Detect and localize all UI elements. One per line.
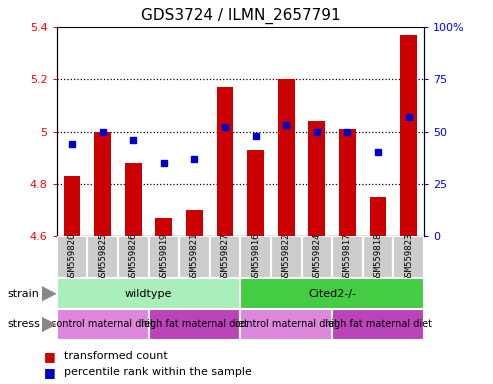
- Text: GSM559822: GSM559822: [282, 233, 291, 281]
- Bar: [57, 309, 148, 340]
- Text: GSM559823: GSM559823: [404, 233, 413, 281]
- Bar: [339, 129, 356, 236]
- Text: control maternal diet: control maternal diet: [51, 319, 154, 329]
- Text: GSM559820: GSM559820: [68, 233, 76, 281]
- Bar: [363, 236, 393, 278]
- Polygon shape: [42, 286, 57, 301]
- Text: control maternal diet: control maternal diet: [235, 319, 338, 329]
- Bar: [241, 236, 271, 278]
- Bar: [179, 236, 210, 278]
- Bar: [125, 163, 141, 236]
- Text: GSM559818: GSM559818: [374, 233, 383, 281]
- Bar: [57, 236, 87, 278]
- Text: GSM559821: GSM559821: [190, 233, 199, 281]
- Bar: [64, 176, 80, 236]
- Bar: [370, 197, 387, 236]
- Bar: [309, 121, 325, 236]
- Text: GSM559817: GSM559817: [343, 233, 352, 281]
- Bar: [94, 132, 111, 236]
- Text: GSM559816: GSM559816: [251, 233, 260, 281]
- Bar: [148, 236, 179, 278]
- Text: ■: ■: [44, 366, 56, 379]
- Bar: [241, 309, 332, 340]
- Text: GSM559819: GSM559819: [159, 233, 168, 281]
- Bar: [118, 236, 148, 278]
- Text: percentile rank within the sample: percentile rank within the sample: [64, 367, 252, 377]
- Bar: [278, 79, 295, 236]
- Text: GSM559827: GSM559827: [220, 233, 230, 281]
- Bar: [332, 309, 424, 340]
- Bar: [148, 309, 241, 340]
- Bar: [57, 278, 241, 309]
- Text: high fat maternal diet: high fat maternal diet: [324, 319, 431, 329]
- Text: GSM559826: GSM559826: [129, 233, 138, 281]
- Bar: [87, 236, 118, 278]
- Bar: [302, 236, 332, 278]
- Text: Cited2-/-: Cited2-/-: [308, 289, 356, 299]
- Bar: [247, 150, 264, 236]
- Text: high fat maternal diet: high fat maternal diet: [141, 319, 248, 329]
- Bar: [393, 236, 424, 278]
- Bar: [210, 236, 240, 278]
- Bar: [241, 278, 424, 309]
- Text: wildtype: wildtype: [125, 289, 172, 299]
- Text: GSM559825: GSM559825: [98, 233, 107, 281]
- Text: transformed count: transformed count: [64, 351, 168, 361]
- Bar: [186, 210, 203, 236]
- Title: GDS3724 / ILMN_2657791: GDS3724 / ILMN_2657791: [141, 8, 340, 24]
- Polygon shape: [42, 317, 57, 332]
- Text: GSM559824: GSM559824: [313, 233, 321, 281]
- Bar: [400, 35, 417, 236]
- Text: ■: ■: [44, 350, 56, 363]
- Bar: [332, 236, 363, 278]
- Bar: [216, 87, 234, 236]
- Bar: [155, 218, 172, 236]
- Text: strain: strain: [7, 289, 39, 299]
- Bar: [271, 236, 302, 278]
- Text: stress: stress: [7, 319, 40, 329]
